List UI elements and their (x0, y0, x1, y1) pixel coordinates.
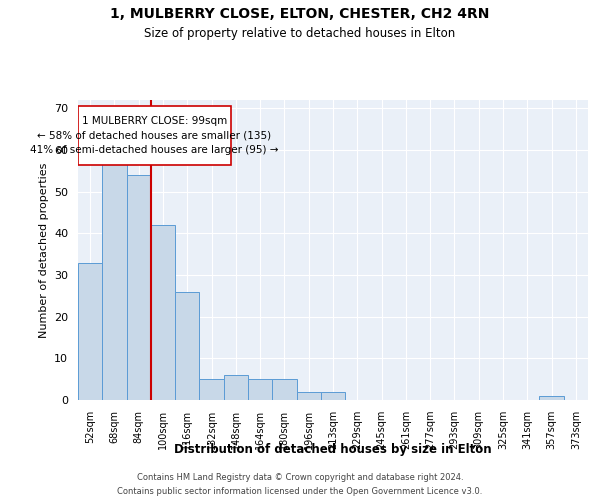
Text: Size of property relative to detached houses in Elton: Size of property relative to detached ho… (145, 28, 455, 40)
Bar (127, 175, 151, 400)
Bar (199, 379, 224, 400)
Bar (175, 292, 199, 400)
Bar (224, 375, 248, 400)
Y-axis label: Number of detached properties: Number of detached properties (38, 162, 49, 338)
Text: 1, MULBERRY CLOSE, ELTON, CHESTER, CH2 4RN: 1, MULBERRY CLOSE, ELTON, CHESTER, CH2 4… (110, 8, 490, 22)
Bar (272, 379, 296, 400)
Bar (248, 379, 272, 400)
Bar (151, 225, 175, 400)
Bar (78, 262, 102, 400)
Bar (539, 396, 564, 400)
Bar (296, 392, 321, 400)
Text: 1 MULBERRY CLOSE: 99sqm
← 58% of detached houses are smaller (135)
41% of semi-d: 1 MULBERRY CLOSE: 99sqm ← 58% of detache… (30, 116, 279, 155)
FancyBboxPatch shape (78, 106, 231, 164)
Text: Distribution of detached houses by size in Elton: Distribution of detached houses by size … (174, 442, 492, 456)
Text: Contains HM Land Registry data © Crown copyright and database right 2024.: Contains HM Land Registry data © Crown c… (137, 472, 463, 482)
Bar (321, 392, 345, 400)
Text: Contains public sector information licensed under the Open Government Licence v3: Contains public sector information licen… (118, 488, 482, 496)
Bar (102, 158, 127, 400)
